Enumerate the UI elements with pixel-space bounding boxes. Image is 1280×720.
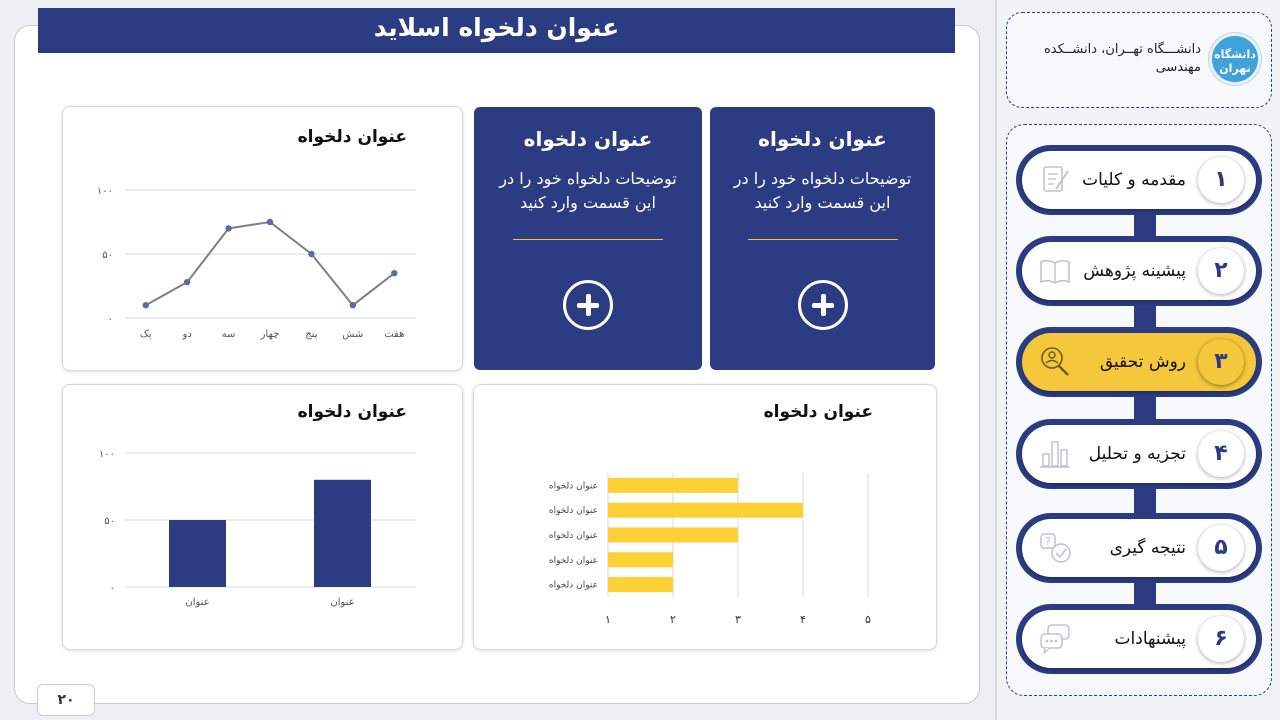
x-tick-label: ۴ <box>800 613 806 626</box>
bar <box>608 477 738 493</box>
y-tick-label: ۱۰۰ <box>99 449 115 460</box>
y-tick-label: ۰ <box>110 583 115 594</box>
data-point <box>183 278 191 286</box>
bar <box>169 520 226 587</box>
line-chart-card: عنوان دلخواه ۰ ۵۰ ۱۰۰ یک دو سه چهار پنج شش هفت <box>62 106 463 371</box>
chart-title: عنوان دلخواه <box>763 402 873 422</box>
menu-item-1[interactable]: مقدمه و کلیات ۱ <box>1016 145 1262 215</box>
series-line <box>145 220 395 307</box>
menu-item-number: ۵ <box>1198 525 1244 571</box>
blue-card-title: عنوان دلخواه <box>523 127 653 151</box>
menu-item-number: ۲ <box>1198 248 1244 294</box>
plus-circle-icon[interactable] <box>797 280 848 330</box>
x-tick-label: عنوان <box>330 597 354 608</box>
bar <box>608 552 673 568</box>
data-point <box>266 218 274 226</box>
question-check-icon: ? <box>1040 533 1071 563</box>
data-point <box>308 250 315 258</box>
menu-item-6[interactable]: پیشنهادات ۶ <box>1016 604 1262 674</box>
data-point <box>142 302 149 309</box>
menu-item-label: روش تحقیق <box>1099 352 1186 372</box>
bar-chart-card: عنوان دلخواه ۰ ۵۰ ۱۰۰ عنوان عنوان <box>62 384 463 650</box>
x-tick-label: ۵ <box>865 613 871 626</box>
data-point <box>391 270 398 277</box>
slide-title: عنوان دلخواه اسلاید <box>38 8 955 53</box>
data-point <box>225 225 232 232</box>
menu-connector <box>1134 160 1156 660</box>
bar <box>608 502 803 518</box>
y-tick-label: عنوان دلخواه <box>549 481 598 491</box>
x-tick-label: سه <box>222 329 236 340</box>
blue-card-1: عنوان دلخواه توضیحات دلخواه خود را در ای… <box>474 107 702 370</box>
bar <box>608 527 738 543</box>
hbar-chart: ۱ ۲ ۳ ۴ ۵ عنوان دلخواه عنوان دلخواه عنوان دلخوا… <box>549 473 871 626</box>
x-tick-label: چهار <box>260 329 280 340</box>
chart-title: عنوان دلخواه <box>297 402 407 422</box>
search-person-icon <box>1041 347 1069 376</box>
bar <box>314 479 371 587</box>
x-tick-label: شش <box>342 329 363 340</box>
chart-title: عنوان دلخواه <box>297 127 407 147</box>
menu-item-label: مقدمه و کلیات <box>1082 170 1186 190</box>
y-tick-label: عنوان دلخواه <box>549 531 598 541</box>
data-point <box>349 302 357 309</box>
x-tick-label: پنج <box>305 329 317 340</box>
x-tick-label: ۱ <box>605 613 611 626</box>
menu-item-2[interactable]: پیشینه پژوهش ۲ <box>1016 236 1262 306</box>
y-tick-label: عنوان دلخواه <box>549 556 598 566</box>
y-tick-label: عنوان دلخواه <box>549 506 598 516</box>
bar-chart-icon <box>1040 441 1070 468</box>
line-chart: ۰ ۵۰ ۱۰۰ یک دو سه چهار پنج شش هفت <box>97 186 415 340</box>
university-box: دانشـــگاه تهــران، دانشــکده مهندسی دان… <box>1006 12 1272 108</box>
y-tick-label: عنوان دلخواه <box>549 581 598 591</box>
menu-item-label: پیشنهادات <box>1114 629 1186 649</box>
menu-item-label: پیشینه پژوهش <box>1083 261 1186 281</box>
document-pen-icon <box>1043 166 1069 192</box>
x-tick-label: یک <box>140 329 152 340</box>
svg-text:?: ? <box>1045 535 1051 548</box>
x-tick-label: هفت <box>384 329 404 340</box>
y-tick-label: ۰ <box>108 314 113 325</box>
university-name: دانشـــگاه تهــران، دانشــکده مهندسی <box>1043 42 1201 75</box>
hbar-chart-card: عنوان دلخواه ۱ ۲ ۳ ۴ ۵ عنوان دلخواه عنوان دلخو… <box>473 384 937 650</box>
bar <box>608 577 673 593</box>
x-tick-label: ۳ <box>735 613 741 626</box>
blue-card-title: عنوان دلخواه <box>758 127 887 151</box>
bar-chart: ۰ ۵۰ ۱۰۰ عنوان عنوان <box>99 449 415 608</box>
university-logo: دانشگاه تهران <box>1209 33 1261 85</box>
menu-item-5[interactable]: ? نتیجه گیری ۵ <box>1016 513 1262 583</box>
menu-item-number: ۴ <box>1198 431 1244 477</box>
page-number: ۲۰ <box>37 684 95 716</box>
chat-bubbles-icon <box>1040 624 1070 655</box>
menu-item-3[interactable]: روش تحقیق ۳ <box>1016 327 1262 397</box>
menu-item-number: ۱ <box>1198 157 1244 203</box>
y-tick-label: ۵۰ <box>104 516 115 527</box>
blue-card-description: توضیحات دلخواه خود را در این قسمت وارد ک… <box>499 169 677 212</box>
blue-card-2: عنوان دلخواه توضیحات دلخواه خود را در ای… <box>710 107 935 370</box>
blue-card-description: توضیحات دلخواه خود را در این قسمت وارد ک… <box>733 169 912 212</box>
menu-item-label: نتیجه گیری <box>1109 538 1186 558</box>
menu-item-4[interactable]: تجزیه و تحلیل ۴ <box>1016 419 1262 489</box>
y-tick-label: ۵۰ <box>102 250 113 261</box>
divider-line <box>513 239 663 240</box>
plus-circle-icon[interactable] <box>563 280 613 330</box>
x-tick-label: ۲ <box>670 613 676 626</box>
menu-item-number: ۳ <box>1198 339 1244 385</box>
x-tick-label: دو <box>181 329 191 340</box>
y-tick-label: ۱۰۰ <box>97 186 113 197</box>
x-tick-label: عنوان <box>185 597 209 608</box>
book-icon <box>1040 259 1070 284</box>
menu-item-number: ۶ <box>1198 616 1244 662</box>
divider-line <box>747 239 898 240</box>
menu-item-label: تجزیه و تحلیل <box>1088 444 1186 464</box>
